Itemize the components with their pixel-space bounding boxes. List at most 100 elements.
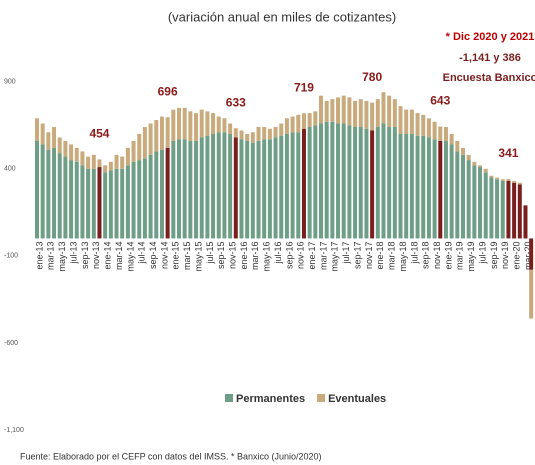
y-tick-label: -1,100 — [4, 427, 24, 434]
bar-segment — [142, 158, 147, 239]
bar-segment — [472, 165, 477, 239]
bar-segment — [177, 139, 181, 239]
bar-segment — [392, 99, 397, 128]
x-tick-label: may-15 — [193, 241, 203, 271]
bar-segment — [194, 140, 199, 239]
bar-segment — [91, 154, 96, 169]
bar-segment — [239, 139, 244, 239]
bar-segment — [398, 106, 403, 134]
bar-segment — [438, 140, 443, 239]
bar-segment — [284, 118, 289, 134]
bar-segment — [228, 123, 233, 134]
bar-segment — [279, 135, 284, 239]
bar-segment — [421, 135, 426, 239]
bar-segment — [375, 99, 380, 128]
bar-segment — [103, 172, 108, 239]
x-tick-label: nov-15 — [227, 241, 237, 269]
bar-segment — [301, 113, 306, 129]
bar-segment — [279, 123, 284, 136]
bar-segment — [137, 133, 142, 161]
bar-segment — [341, 95, 346, 124]
bar-segment — [381, 92, 386, 124]
bar-segment — [313, 111, 318, 126]
bar-segment — [284, 133, 289, 239]
legend-swatch — [225, 394, 233, 402]
x-tick-label: jul-17 — [341, 241, 351, 264]
x-tick-label: ene-14 — [103, 241, 113, 269]
bar-segment — [381, 123, 386, 239]
bar-segment — [108, 170, 113, 239]
x-tick-label: jul-14 — [137, 241, 147, 264]
bar-segment — [489, 177, 494, 239]
bar-segment — [188, 140, 193, 239]
x-tick-label: jul-15 — [205, 241, 215, 264]
x-tick-label: nov-18 — [432, 241, 442, 269]
bar-segment — [142, 127, 147, 159]
bar-segment — [330, 99, 335, 122]
bar-segment — [245, 133, 250, 141]
x-tick-label: may-16 — [262, 241, 272, 271]
bar-segment — [426, 118, 431, 138]
bar-segment — [517, 182, 522, 185]
bar-segment — [97, 159, 102, 168]
bar-segment — [80, 151, 85, 166]
x-tick-label: sep-13 — [80, 241, 90, 269]
bar-segment — [120, 168, 125, 239]
bar-segment — [97, 167, 102, 239]
bar-segment — [40, 123, 45, 145]
bar-segment — [46, 132, 51, 150]
bar-segment — [455, 151, 460, 239]
bar-segment — [69, 160, 74, 239]
bar-segment — [131, 161, 136, 239]
bar-segment — [80, 165, 85, 239]
bar-segment — [409, 109, 414, 134]
bar-segment — [472, 161, 477, 166]
x-tick-label: jul-18 — [409, 241, 419, 264]
bar-segment — [500, 179, 505, 181]
annotation: 341 — [498, 146, 518, 160]
bar-segment — [421, 114, 426, 136]
bar-segment — [267, 128, 272, 140]
bar-segment — [216, 116, 221, 133]
bar-segment — [370, 130, 375, 239]
bar-segment — [86, 156, 91, 169]
bar-segment — [512, 182, 517, 239]
bar-segment — [182, 107, 187, 140]
x-tick-label: sep-14 — [148, 241, 158, 269]
bar-segment — [91, 168, 96, 239]
bar-segment — [529, 269, 534, 319]
bar-segment — [250, 142, 255, 239]
bar-segment — [353, 100, 358, 128]
bar-segment — [432, 121, 437, 140]
bar-segment — [188, 111, 193, 141]
bar-segment — [250, 132, 255, 143]
bar-segment — [404, 109, 409, 134]
bar-segment — [211, 113, 216, 134]
bar-segment — [455, 140, 460, 152]
bar-segment — [205, 135, 210, 239]
bar-segment — [443, 140, 448, 239]
bar-segment — [273, 137, 278, 239]
bar-segment — [347, 125, 352, 239]
bar-segment — [500, 180, 505, 239]
bar-segment — [199, 137, 204, 239]
x-tick-label: mar-17 — [318, 241, 328, 270]
bar-segment — [256, 140, 261, 239]
bar-segment — [125, 165, 130, 239]
bar-segment — [52, 127, 57, 148]
bar-segment — [171, 109, 176, 141]
bar-segment — [177, 107, 181, 140]
chart-title: (variación anual en miles de cotizantes) — [168, 9, 396, 24]
bar-segment — [307, 113, 312, 128]
bar-segment — [159, 116, 164, 150]
bar-segment — [171, 140, 176, 239]
annotation: 454 — [89, 127, 109, 141]
x-tick-label: mar-16 — [250, 241, 260, 270]
bar-segment — [517, 184, 522, 239]
bar-segment — [273, 127, 278, 138]
bar-segment — [461, 154, 465, 239]
bar-segment — [432, 139, 437, 239]
bar-segment — [478, 167, 483, 239]
bar-segment — [86, 168, 91, 239]
